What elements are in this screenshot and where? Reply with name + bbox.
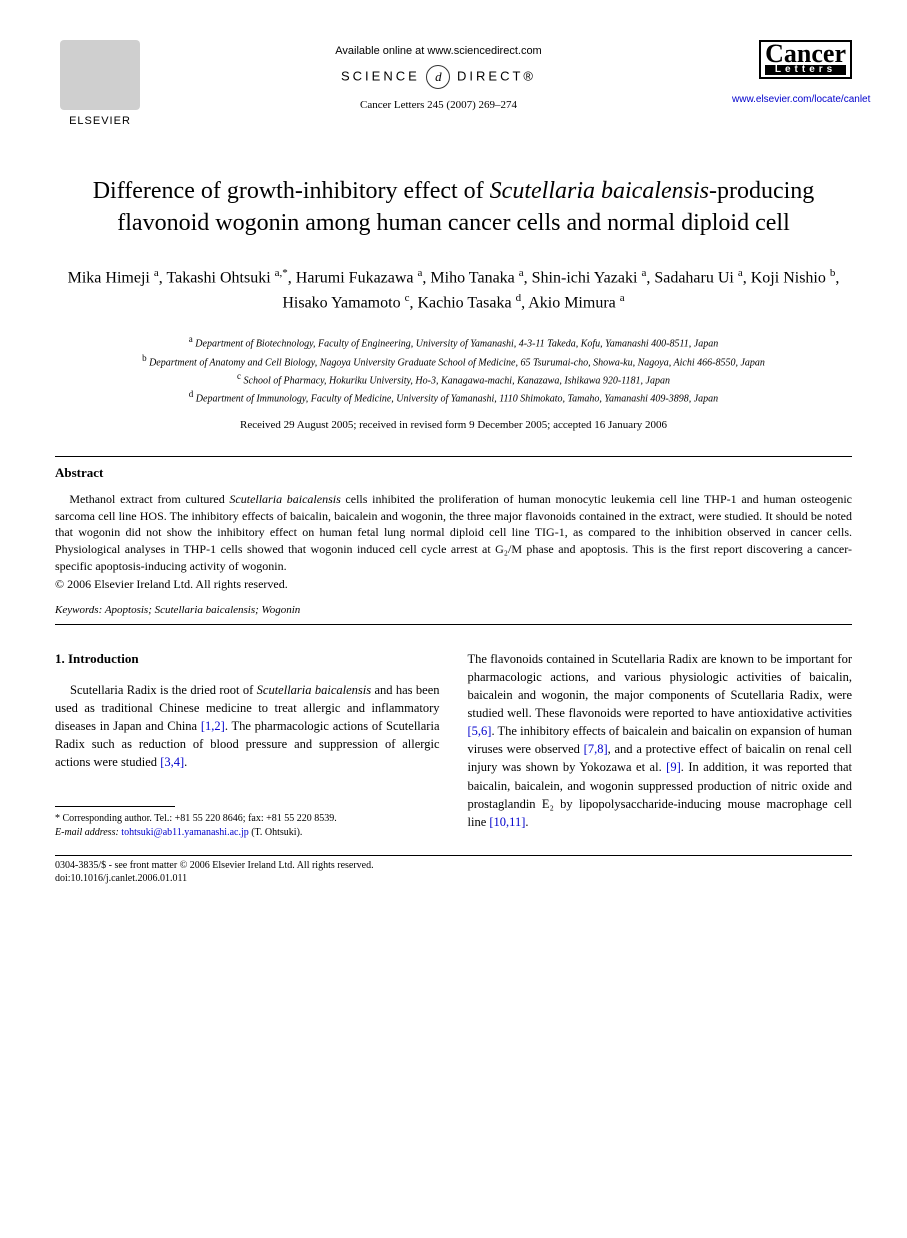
p1-post3: . [184,755,187,769]
article-title: Difference of growth-inhibitory effect o… [65,175,842,240]
affiliation-item: c School of Pharmacy, Hokuriku Universit… [55,370,852,388]
keywords-line: Keywords: Apoptosis; Scutellaria baicale… [55,604,852,616]
journal-url[interactable]: www.elsevier.com/locate/canlet [732,94,852,105]
page-header: ELSEVIER Available online at www.science… [55,40,852,140]
p1-pre: Scutellaria Radix is the dried root of [70,683,257,697]
section-heading: 1. Introduction [55,650,440,669]
abstract-heading: Abstract [55,465,852,481]
email-address[interactable]: tohtsuki@ab11.yamanashi.ac.jp [121,827,248,838]
affiliation-item: a Department of Biotechnology, Faculty o… [55,333,852,351]
publisher-name: ELSEVIER [69,115,131,127]
journal-logo: Cancer Letters [759,40,852,79]
p2-a: The flavonoids contained in Scutellaria … [468,652,853,720]
body-columns: 1. Introduction Scutellaria Radix is the… [55,650,852,840]
keywords-label: Keywords: [55,604,102,616]
footnote-corr: * Corresponding author. Tel.: +81 55 220… [55,812,440,826]
footer-doi: doi:10.1016/j.canlet.2006.01.011 [55,872,852,885]
abstract-copyright: © 2006 Elsevier Ireland Ltd. All rights … [55,577,852,592]
authors-list: Mika Himeji a, Takashi Ohtsuki a,*, Haru… [55,265,852,316]
ref-link-3-4[interactable]: [3,4] [160,755,184,769]
journal-logo-block: Cancer Letters www.elsevier.com/locate/c… [732,40,852,105]
abstract-species: Scutellaria baicalensis [229,492,340,506]
affiliations-list: a Department of Biotechnology, Faculty o… [55,333,852,406]
ref-link-1-2[interactable]: [1,2] [201,719,225,733]
ref-link-5-6[interactable]: [5,6] [468,724,492,738]
column-right: The flavonoids contained in Scutellaria … [468,650,853,840]
divider [55,624,852,625]
science-direct-logo: SCIENCE d DIRECT® [145,65,732,89]
article-dates: Received 29 August 2005; received in rev… [55,419,852,431]
intro-paragraph-1: Scutellaria Radix is the dried root of S… [55,681,440,772]
intro-paragraph-1-cont: The flavonoids contained in Scutellaria … [468,650,853,831]
elsevier-tree-icon [60,40,140,110]
corresponding-author-footnote: * Corresponding author. Tel.: +81 55 220… [55,812,440,840]
divider [55,456,852,457]
affiliation-item: d Department of Immunology, Faculty of M… [55,388,852,406]
ref-link-10-11[interactable]: [10,11] [489,815,525,829]
ref-link-7-8[interactable]: [7,8] [584,742,608,756]
journal-reference: Cancer Letters 245 (2007) 269–274 [145,99,732,111]
ref-link-9[interactable]: [9] [666,760,681,774]
column-left: 1. Introduction Scutellaria Radix is the… [55,650,440,840]
keywords-text: Apoptosis; Scutellaria baicalensis; Wogo… [102,604,300,616]
affiliation-item: b Department of Anatomy and Cell Biology… [55,352,852,370]
sd-left: SCIENCE [341,68,420,83]
title-species: Scutellaria baicalensis [490,178,709,204]
abstract-text: Methanol extract from cultured Scutellar… [55,491,852,575]
sd-at-icon: d [426,65,450,89]
p2-e: . [525,815,528,829]
footer-divider [55,855,852,856]
title-pre: Difference of growth-inhibitory effect o… [93,178,490,204]
p1-species: Scutellaria baicalensis [257,683,371,697]
abstract-pre: Methanol extract from cultured [69,492,229,506]
journal-logo-sub: Letters [765,65,846,75]
available-online-text: Available online at www.sciencedirect.co… [145,45,732,57]
email-label: E-mail address: [55,827,119,838]
publisher-logo: ELSEVIER [55,40,145,140]
sd-right: DIRECT® [457,68,536,83]
email-person: (T. Ohtsuki). [249,827,303,838]
footnote-email-line: E-mail address: tohtsuki@ab11.yamanashi.… [55,826,440,840]
header-center: Available online at www.sciencedirect.co… [145,40,732,111]
footnote-divider [55,806,175,807]
footer-copyright: 0304-3835/$ - see front matter © 2006 El… [55,859,852,872]
